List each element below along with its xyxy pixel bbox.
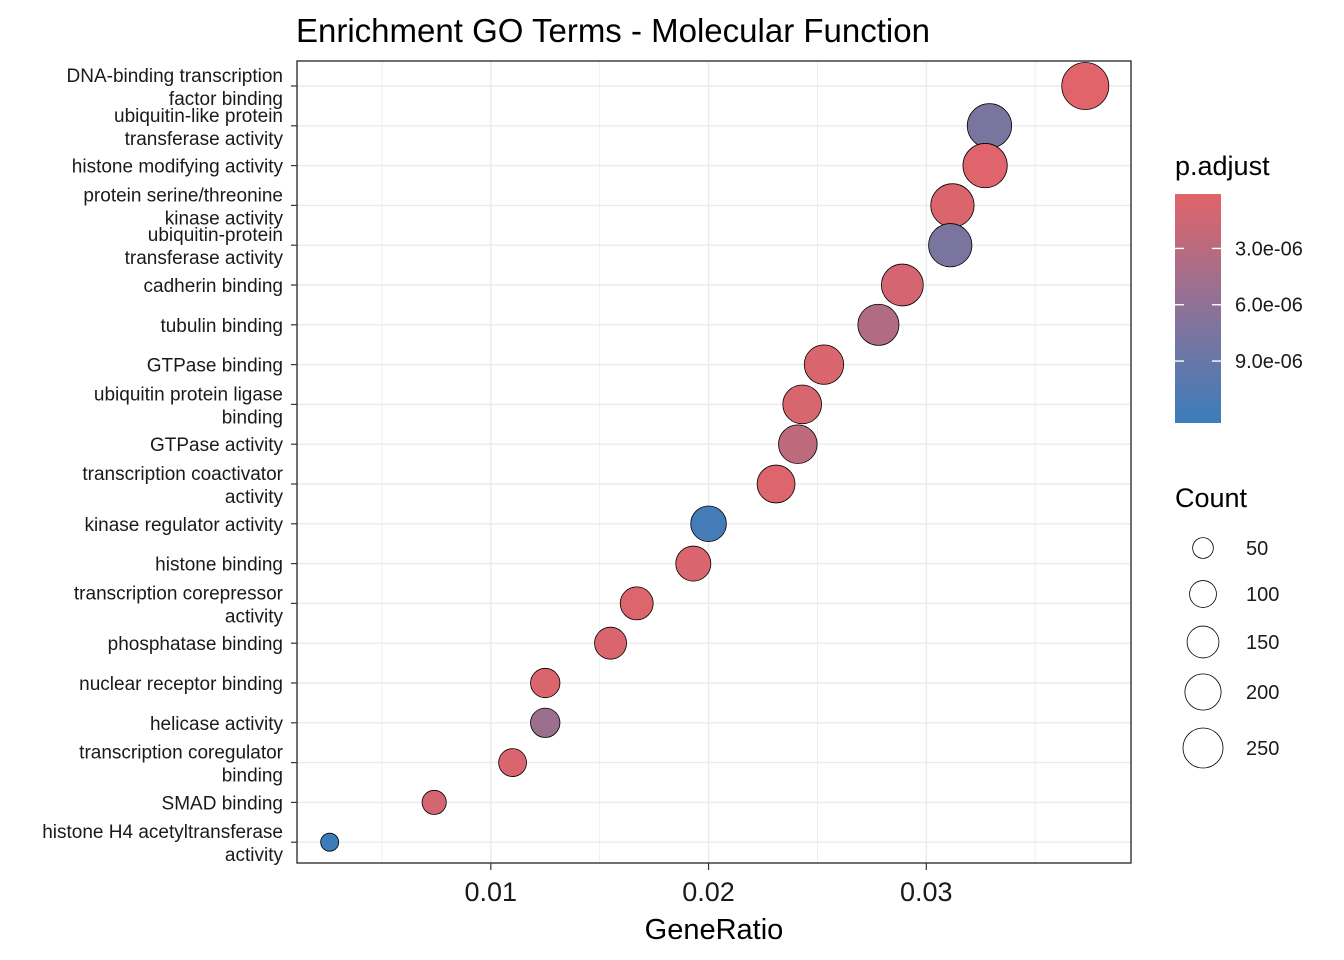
y-tick-label-line: activity <box>225 487 284 508</box>
x-axis-title: GeneRatio <box>645 914 784 946</box>
y-tick-label-line: activity <box>225 845 284 866</box>
plot-background <box>297 61 1131 863</box>
data-point <box>966 103 1013 149</box>
color-legend-label: 9.0e-06 <box>1235 351 1303 373</box>
size-legend-title: Count <box>1175 483 1248 513</box>
color-legend-label: 3.0e-06 <box>1235 238 1303 260</box>
y-tick-label-line: protein serine/threonine <box>83 185 283 206</box>
x-axis: 0.01 0.02 0.03 <box>465 863 953 907</box>
size-legend-circle <box>1192 537 1214 559</box>
plot-area <box>296 60 1132 864</box>
y-tick-label-line: transferase activity <box>125 129 284 150</box>
size-legend-circle <box>1182 727 1224 769</box>
color-legend: p.adjust 3.0e-06 6.0e-06 9.0e-06 <box>1175 151 1303 423</box>
data-point <box>881 263 924 307</box>
x-tick-label: 0.03 <box>900 877 953 907</box>
data-point <box>778 424 818 464</box>
y-tick-label: cadherin binding <box>144 276 283 297</box>
y-tick-label: helicase activity <box>150 714 284 735</box>
data-point <box>756 464 796 504</box>
size-legend-circle <box>1186 625 1220 659</box>
color-legend-title: p.adjust <box>1175 151 1270 181</box>
y-tick-label: ubiquitin-protein transferase activity <box>125 225 284 269</box>
y-tick-label: transcription corepressor activity <box>74 583 284 627</box>
data-point <box>962 143 1008 189</box>
size-legend: Count 50 100 150 200 250 <box>1175 483 1279 769</box>
y-tick-label-line: binding <box>222 407 283 428</box>
color-legend-ticks: 3.0e-06 6.0e-06 9.0e-06 <box>1175 238 1303 373</box>
data-point <box>857 303 900 346</box>
y-tick-label: GTPase activity <box>150 435 284 456</box>
y-tick-label-line: ubiquitin-like protein <box>114 106 283 127</box>
data-point <box>320 832 340 852</box>
y-tick-label: histone H4 acetyltransferase activity <box>42 822 283 866</box>
y-axis: DNA-binding transcription factor bindingu… <box>42 66 297 866</box>
y-tick-label-line: binding <box>222 766 283 787</box>
x-tick-label: 0.02 <box>682 877 735 907</box>
data-point <box>530 667 561 699</box>
y-tick-label: transcription coactivator activity <box>82 464 283 508</box>
y-tick-label: protein serine/threonine kinase activity <box>83 185 283 229</box>
y-tick-label-line: kinase activity <box>165 208 284 229</box>
y-tick-label-line: ubiquitin protein ligase <box>94 384 283 405</box>
y-tick-label: ubiquitin-like protein transferase activi… <box>114 106 283 150</box>
y-tick-label: nuclear receptor binding <box>79 674 283 695</box>
data-point <box>498 748 527 777</box>
y-tick-label-line: transcription corepressor <box>74 583 284 604</box>
size-legend-label: 200 <box>1246 682 1279 704</box>
y-tick-label-line: factor binding <box>169 89 283 110</box>
data-point <box>803 344 845 385</box>
y-tick-label-line: histone H4 acetyltransferase <box>42 822 283 843</box>
data-point <box>928 223 973 268</box>
size-legend-items: 50 100 150 200 250 <box>1182 537 1279 769</box>
size-legend-label: 100 <box>1246 584 1279 606</box>
y-tick-label: SMAD binding <box>162 793 283 814</box>
data-point <box>930 183 975 228</box>
data-point <box>594 626 627 660</box>
y-tick-label-line: ubiquitin-protein <box>148 225 283 246</box>
size-legend-circle <box>1189 580 1217 608</box>
data-point <box>1061 62 1110 110</box>
grid-lines <box>297 61 1131 863</box>
plot-border <box>296 60 1132 864</box>
size-legend-label: 150 <box>1246 632 1279 654</box>
data-point <box>675 545 712 582</box>
color-legend-label: 6.0e-06 <box>1235 295 1303 317</box>
data-point <box>530 707 561 738</box>
data-point <box>421 789 447 815</box>
y-tick-label: tubulin binding <box>160 316 283 337</box>
y-tick-label-line: transferase activity <box>125 248 284 269</box>
data-points <box>320 62 1110 852</box>
data-point <box>782 384 822 425</box>
y-tick-label: kinase regulator activity <box>84 515 283 536</box>
y-tick-label: DNA-binding transcription factor binding <box>67 66 284 110</box>
y-tick-label: histone binding <box>155 555 283 576</box>
x-tick-label: 0.01 <box>465 877 518 907</box>
size-legend-label: 250 <box>1246 738 1279 760</box>
data-point <box>619 586 654 621</box>
size-legend-circle <box>1184 673 1222 711</box>
y-tick-label-line: DNA-binding transcription <box>67 66 284 87</box>
y-tick-label-line: transcription coactivator <box>82 464 283 485</box>
y-tick-label: transcription coregulator binding <box>79 743 283 787</box>
y-tick-label: ubiquitin protein ligase binding <box>94 384 283 428</box>
y-tick-label: GTPase binding <box>147 356 283 377</box>
y-tick-label-line: transcription coregulator <box>79 743 283 764</box>
color-legend-gradient <box>1175 194 1221 423</box>
y-tick-label: histone modifying activity <box>72 157 284 178</box>
y-tick-label-line: activity <box>225 606 284 627</box>
y-tick-label: phosphatase binding <box>108 634 283 655</box>
chart-title: Enrichment GO Terms - Molecular Function <box>296 12 930 49</box>
size-legend-label: 50 <box>1246 538 1268 560</box>
data-point <box>690 505 727 543</box>
